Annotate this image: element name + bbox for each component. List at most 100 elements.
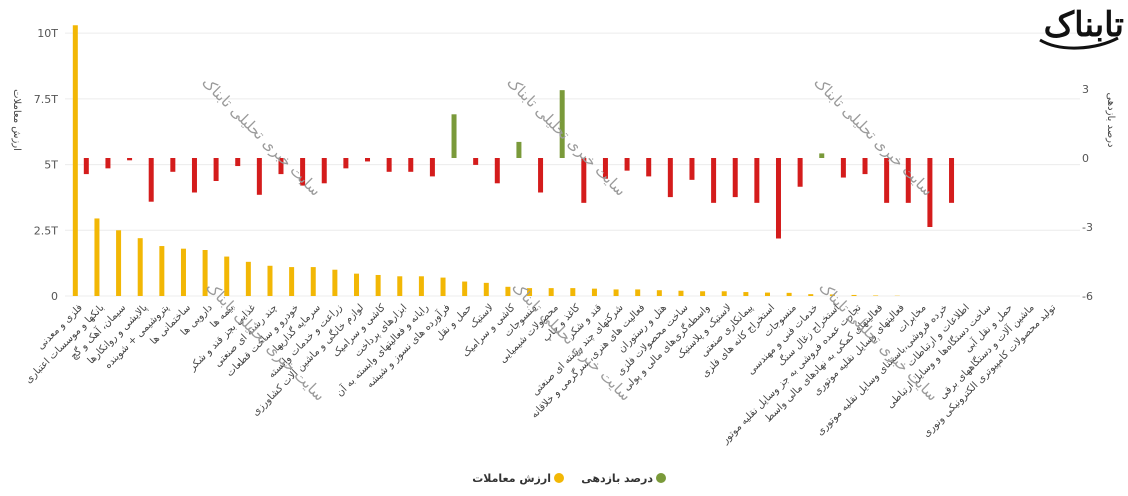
bar-return-percent xyxy=(646,158,652,177)
watermark-text: سایت خبری تحلیلی تابناک xyxy=(815,278,941,404)
bar-trade-value xyxy=(548,288,554,296)
bar-trade-value xyxy=(570,288,576,296)
bar-return-percent xyxy=(235,158,241,167)
bar-return-percent xyxy=(105,158,111,169)
bar-trade-value xyxy=(94,218,100,296)
bar-trade-value xyxy=(462,281,468,296)
bar-return-percent xyxy=(667,158,673,198)
bar-trade-value xyxy=(375,274,381,296)
gridlines xyxy=(65,32,1080,297)
bar-return-percent xyxy=(170,158,176,172)
bar-trade-value xyxy=(354,273,360,296)
bar-trade-value xyxy=(418,276,424,296)
bar-trade-value xyxy=(245,261,251,296)
bar-trade-value xyxy=(851,294,857,296)
bar-return-percent xyxy=(256,158,262,195)
bar-return-percent xyxy=(343,158,349,169)
bar-return-percent xyxy=(386,158,392,172)
bar-return-percent xyxy=(711,158,717,203)
bar-trade-value xyxy=(527,288,533,296)
left-axis-ticks: 0 2.5T 5T 7.5T 10T xyxy=(34,27,58,303)
bar-return-percent xyxy=(451,114,457,158)
left-tick-label: 7.5T xyxy=(34,93,58,106)
bar-return-percent xyxy=(148,158,154,202)
bar-return-percent xyxy=(797,158,803,187)
bar-trade-value xyxy=(700,291,706,296)
right-axis-title: درصد بازدهی xyxy=(1105,93,1116,148)
bar-trade-value xyxy=(137,238,143,296)
legend-label-return: درصد بازدهی xyxy=(581,472,653,485)
bar-return-percent xyxy=(278,158,284,175)
right-axis-ticks: -6 -3 0 3 xyxy=(1082,83,1093,303)
bar-trade-value xyxy=(721,291,727,296)
bar-return-percent xyxy=(949,158,955,203)
bar-return-percent xyxy=(602,158,608,179)
bar-trade-value xyxy=(224,256,230,296)
bar-return-percent xyxy=(365,158,371,162)
bar-return-percent xyxy=(732,158,738,198)
left-tick-label: 5T xyxy=(44,159,58,172)
bar-trade-value xyxy=(440,277,446,296)
bar-trade-value xyxy=(505,286,511,296)
bar-trade-value xyxy=(159,246,165,296)
right-tick-label: -6 xyxy=(1082,290,1093,303)
logo-swoosh xyxy=(1039,36,1119,50)
bar-trade-value xyxy=(743,292,749,296)
bar-return-percent xyxy=(819,153,825,158)
bar-return-percent xyxy=(191,158,197,193)
bar-trade-value xyxy=(591,288,597,296)
bar-return-percent xyxy=(927,158,933,227)
bar-trade-value xyxy=(267,265,273,296)
bar-return-percent xyxy=(408,158,414,172)
bar-return-percent xyxy=(559,90,565,158)
bar-return-percent xyxy=(905,158,911,203)
bar-trade-value xyxy=(786,292,792,296)
brand-logo: تابناک xyxy=(1039,5,1124,50)
bar-trade-value xyxy=(116,230,122,296)
logo-text: تابناک xyxy=(1044,5,1124,45)
bar-trade-value xyxy=(678,290,684,296)
bar-trade-value xyxy=(829,294,835,296)
bar-return-percent xyxy=(300,158,306,186)
bar-return-percent xyxy=(775,158,781,239)
left-tick-label: 0 xyxy=(51,290,58,303)
bar-return-percent xyxy=(429,158,435,177)
bar-trade-value xyxy=(202,250,208,296)
bar-return-percent xyxy=(754,158,760,203)
right-tick-label: -3 xyxy=(1082,221,1093,234)
bar-return-percent xyxy=(494,158,500,184)
bar-return-percent xyxy=(862,158,868,175)
right-tick-label: 0 xyxy=(1082,152,1089,165)
series-return-percent xyxy=(83,90,955,239)
bar-return-percent xyxy=(127,158,133,161)
bar-return-percent xyxy=(840,158,846,178)
right-tick-label: 3 xyxy=(1082,83,1089,96)
bar-trade-value xyxy=(397,276,403,296)
bar-trade-value xyxy=(289,267,295,296)
bar-return-percent xyxy=(321,158,327,184)
watermark-text: سایت خبری تحلیلی تابناک xyxy=(503,73,629,199)
bar-return-percent xyxy=(689,158,695,180)
bar-trade-value xyxy=(332,269,338,296)
bar-trade-value xyxy=(613,289,619,296)
bar-return-percent xyxy=(884,158,890,203)
bar-trade-value xyxy=(483,282,489,296)
bar-trade-value xyxy=(873,295,879,296)
bar-return-percent xyxy=(83,158,89,175)
legend-swatch-return xyxy=(656,473,666,483)
bar-trade-value xyxy=(808,294,814,296)
legend-label-value: ارزش معاملات xyxy=(472,472,551,485)
bar-trade-value xyxy=(635,289,641,296)
watermark-text: سایت خبری تحلیلی تابناک xyxy=(810,73,936,199)
bar-trade-value xyxy=(180,248,186,296)
legend-swatch-value xyxy=(554,473,564,483)
bar-return-percent xyxy=(213,158,219,181)
bar-trade-value xyxy=(310,267,316,296)
bar-trade-value xyxy=(656,290,662,296)
left-tick-label: 2.5T xyxy=(34,224,58,237)
bar-trade-value xyxy=(764,292,770,296)
left-tick-label: 10T xyxy=(37,27,58,40)
bar-return-percent xyxy=(581,158,587,203)
series-trade-value xyxy=(72,25,900,297)
